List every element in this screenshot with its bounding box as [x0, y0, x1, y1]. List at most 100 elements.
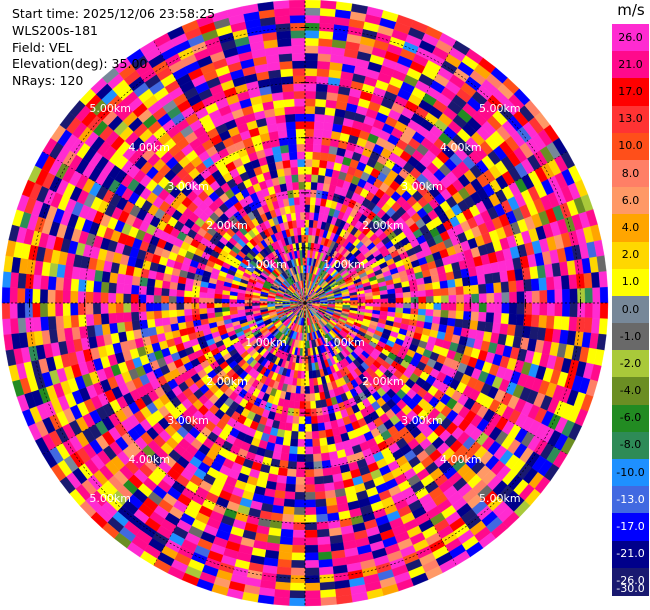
velocity-gate	[576, 274, 585, 289]
velocity-gate	[184, 315, 192, 322]
velocity-gate	[585, 288, 593, 303]
range-ring-label: 2.00km	[362, 375, 404, 388]
velocity-gate	[325, 429, 333, 438]
velocity-gate	[305, 83, 317, 91]
velocity-gate	[305, 485, 315, 493]
velocity-gate	[487, 293, 495, 303]
velocity-gate	[290, 205, 296, 213]
velocity-gate	[302, 250, 305, 258]
velocity-gate	[305, 159, 313, 167]
velocity-gate	[273, 498, 284, 507]
velocity-gate	[283, 506, 294, 514]
velocity-gate	[456, 303, 464, 311]
velocity-gate	[290, 15, 305, 23]
velocity-gate	[277, 475, 287, 484]
velocity-gate	[381, 303, 389, 307]
velocity-gate	[71, 315, 79, 328]
velocity-gate	[486, 283, 494, 293]
velocity-gate	[309, 386, 314, 394]
velocity-gate	[305, 416, 311, 424]
velocity-gate	[358, 297, 366, 301]
velocity-gate	[102, 271, 111, 282]
velocity-gate	[305, 98, 316, 106]
velocity-gate	[323, 475, 333, 484]
velocity-gate	[296, 212, 301, 220]
velocity-gate	[440, 317, 448, 325]
velocity-gate	[102, 324, 111, 335]
velocity-gate	[108, 313, 116, 324]
velocity-gate	[25, 288, 33, 303]
velocity-gate	[417, 284, 425, 291]
velocity-gate	[305, 432, 312, 440]
velocity-gate	[502, 303, 510, 314]
velocity-gate	[214, 298, 222, 303]
velocity-gate	[284, 499, 295, 507]
velocity-gate	[273, 597, 289, 606]
velocity-gate	[448, 311, 456, 319]
velocity-gate	[403, 292, 411, 298]
range-ring-label: 3.00km	[401, 180, 443, 193]
velocity-gate	[282, 160, 290, 168]
colorbar-tick-label: 4.0	[612, 222, 649, 234]
range-ring-label: 5.00km	[479, 492, 521, 505]
velocity-gate	[284, 430, 292, 438]
velocity-gate	[123, 312, 131, 322]
velocity-gate	[297, 159, 305, 167]
velocity-gate	[290, 583, 305, 591]
velocity-gate	[278, 468, 288, 477]
velocity-gate	[418, 297, 426, 303]
velocity-gate	[509, 303, 517, 314]
velocity-gate	[305, 227, 309, 235]
velocity-gate	[294, 515, 306, 523]
velocity-gate	[281, 152, 290, 161]
velocity-gate	[325, 107, 336, 116]
velocity-gate	[292, 416, 299, 424]
velocity-gate	[388, 298, 396, 303]
velocity-gate	[276, 23, 291, 32]
velocity-gate	[300, 212, 305, 220]
velocity-gate	[131, 285, 139, 294]
velocity-gate	[584, 318, 593, 333]
elevation-label: Elevation(deg): 35.00	[12, 56, 215, 73]
velocity-gate	[305, 8, 320, 16]
velocity-gate	[317, 76, 329, 84]
velocity-gate	[277, 122, 287, 131]
velocity-gate	[426, 309, 434, 316]
velocity-gate	[308, 356, 312, 364]
velocity-gate	[501, 313, 509, 324]
colorbar-tick-label: -17.0	[612, 521, 649, 533]
velocity-gate	[109, 272, 118, 283]
velocity-gate	[305, 583, 320, 591]
velocity-gate	[591, 272, 600, 288]
velocity-gate	[561, 275, 570, 289]
velocity-gate	[318, 38, 332, 47]
velocity-gate	[294, 83, 306, 91]
velocity-gate	[373, 299, 381, 303]
velocity-gate	[299, 416, 305, 424]
velocity-gate	[299, 401, 305, 409]
velocity-gate	[291, 560, 305, 568]
velocity-gate	[132, 320, 141, 330]
velocity-gate	[322, 468, 332, 477]
velocity-gate	[315, 99, 326, 107]
velocity-gate	[101, 313, 109, 324]
velocity-gate	[284, 106, 295, 114]
velocity-gate	[55, 277, 64, 290]
velocity-gate	[177, 316, 185, 323]
velocity-gate	[93, 314, 101, 325]
velocity-gate	[310, 401, 316, 409]
velocity-gate	[418, 290, 426, 297]
velocity-gate	[441, 288, 449, 296]
velocity-gate	[305, 530, 317, 538]
velocity-gate	[309, 371, 313, 379]
velocity-gate	[154, 279, 163, 288]
velocity-gate	[418, 303, 426, 309]
velocity-gate	[292, 182, 299, 190]
velocity-gate	[123, 284, 131, 294]
velocity-gate	[295, 477, 305, 485]
velocity-gate	[547, 290, 555, 303]
velocity-gate	[277, 559, 291, 568]
velocity-gate	[229, 299, 237, 303]
velocity-gate	[237, 306, 245, 310]
velocity-gate	[33, 317, 42, 332]
